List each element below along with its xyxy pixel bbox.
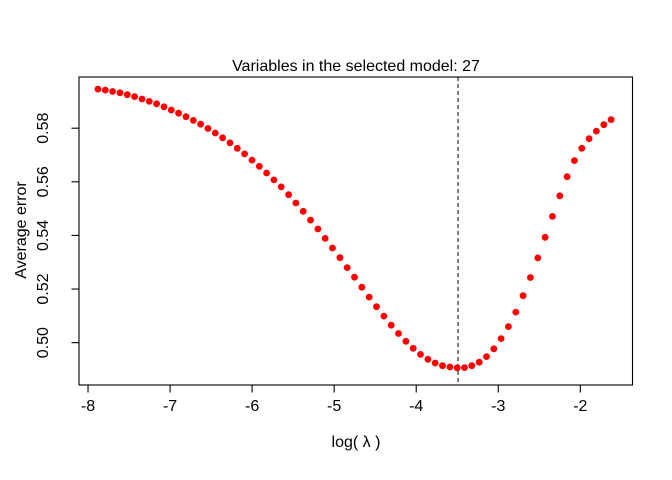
data-point [138, 95, 146, 103]
data-point [182, 113, 190, 121]
x-tick-label: -3 [491, 398, 505, 415]
data-point [314, 225, 322, 233]
data-point [505, 323, 512, 330]
data-point [373, 303, 380, 311]
data-point [534, 254, 542, 262]
data-point [402, 337, 410, 345]
data-point [424, 355, 432, 363]
y-tick-label: 0.50 [35, 327, 52, 358]
data-point [241, 150, 249, 158]
data-point [292, 199, 300, 207]
data-point [358, 283, 366, 291]
data-point [131, 93, 139, 100]
data-point [585, 135, 593, 143]
data-point [417, 351, 424, 358]
data-point [446, 363, 454, 371]
data-point [277, 183, 285, 191]
data-point [380, 312, 388, 320]
data-point [285, 191, 292, 199]
data-point [549, 213, 556, 220]
data-point [219, 134, 227, 142]
data-point [461, 364, 468, 371]
data-point [512, 308, 520, 316]
data-point [270, 176, 278, 184]
data-point [336, 254, 344, 262]
y-axis-label: Average error [13, 181, 30, 279]
data-point [248, 156, 256, 164]
x-tick-label: -6 [245, 398, 259, 415]
y-tick-label: 0.56 [35, 166, 52, 197]
data-point [490, 345, 498, 353]
data-point [153, 100, 161, 108]
data-point [343, 264, 351, 271]
data-point [109, 88, 116, 95]
data-point [409, 344, 417, 352]
data-point [299, 207, 307, 215]
data-point [527, 274, 534, 281]
data-point [101, 86, 109, 94]
data-point [263, 169, 270, 177]
data-point [307, 216, 314, 224]
x-tick-label: -5 [327, 398, 341, 415]
y-tick-label: 0.54 [35, 220, 52, 251]
plot-title: Variables in the selected model: 27 [232, 58, 480, 75]
data-point [600, 121, 608, 129]
data-point [563, 173, 571, 181]
data-point [541, 233, 549, 241]
data-point [145, 98, 153, 105]
x-tick-label: -8 [81, 398, 95, 415]
data-point [94, 85, 102, 93]
data-point [167, 106, 175, 114]
data-point [571, 157, 578, 165]
data-point [519, 292, 527, 300]
data-point [226, 139, 234, 147]
data-point [175, 109, 183, 117]
x-axis-label: log( λ ) [331, 434, 381, 451]
data-point [556, 192, 564, 200]
data-point [475, 358, 483, 366]
data-point [233, 144, 241, 152]
data-point [365, 293, 373, 301]
data-point [468, 362, 476, 370]
plot-box [78, 76, 634, 386]
data-point [395, 330, 402, 337]
data-point [351, 273, 358, 281]
data-point [197, 120, 205, 128]
data-point [116, 89, 124, 97]
x-tick-label: -2 [573, 398, 587, 415]
data-point [578, 144, 586, 152]
data-point [453, 364, 461, 372]
data-point [497, 335, 505, 342]
data-point [483, 353, 490, 360]
x-tick-label: -4 [409, 398, 423, 415]
data-point [255, 162, 263, 170]
x-tick-label: -7 [163, 398, 177, 415]
y-tick-label: 0.52 [35, 273, 52, 304]
data-point [211, 129, 219, 137]
data-point [439, 362, 446, 370]
data-point [593, 127, 600, 135]
y-tick-label: 0.58 [35, 113, 52, 144]
data-point [431, 359, 439, 367]
data-point [160, 103, 168, 111]
data-point [607, 116, 615, 123]
data-point [321, 235, 329, 242]
data-point [329, 244, 336, 252]
data-point [204, 125, 212, 132]
data-point [387, 321, 395, 329]
data-point [123, 91, 131, 99]
data-point [189, 117, 197, 124]
